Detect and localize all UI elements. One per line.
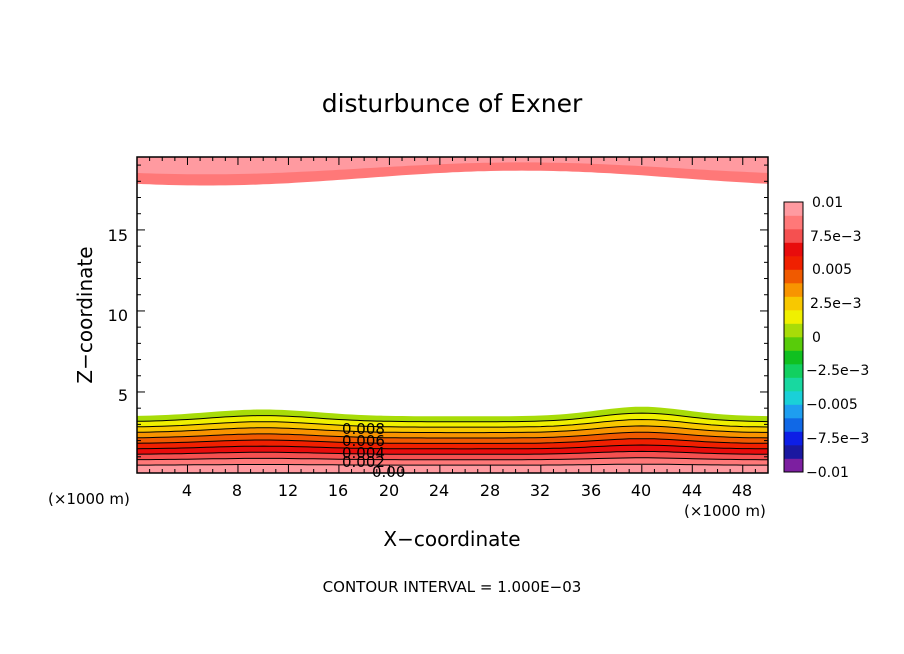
colorbar-swatch [784, 323, 803, 338]
colorbar-swatch [784, 418, 803, 432]
colorbar-swatch [784, 364, 803, 378]
colorbar-label: 2.5e−3 [810, 296, 862, 312]
contour-label: 0.00 [372, 463, 405, 481]
contour-interval-note: CONTOUR INTERVAL = 1.000E−03 [323, 578, 582, 596]
x-tick-label: 48 [732, 481, 752, 500]
x-tick-label: 16 [328, 481, 348, 500]
contour-band [137, 464, 768, 473]
colorbar-label: −2.5e−3 [806, 363, 869, 379]
x-tick-label: 8 [232, 481, 242, 500]
y-axis-label: Z−coordinate [73, 246, 97, 383]
contour-label: 0.008 [342, 420, 385, 438]
colorbar-swatch [784, 242, 803, 257]
colorbar-label: 0.005 [812, 262, 852, 278]
contour-label: 0.002 [342, 453, 385, 471]
contour-line [137, 444, 768, 450]
colorbar-swatch [784, 350, 803, 365]
colorbar-label: 7.5e−3 [810, 229, 862, 245]
colorbar-swatches [784, 202, 803, 473]
x-tick-label: 44 [682, 481, 702, 500]
colorbar-label: 0 [812, 330, 821, 346]
contour-band [137, 157, 768, 175]
colorbar-swatch [784, 445, 803, 459]
y-tick-label: 15 [108, 226, 128, 245]
x-axis: 4 8 12 16 20 24 28 32 36 40 44 48 (×1000… [48, 481, 766, 551]
colorbar-swatch [784, 377, 803, 392]
colorbar-swatch [784, 391, 803, 405]
x-tick-label: 36 [581, 481, 601, 500]
contour-line [137, 450, 768, 455]
y-tick-label: 5 [118, 386, 128, 405]
colorbar-swatch [784, 431, 803, 446]
colorbar-swatch [784, 229, 803, 243]
x-tick-label: 24 [429, 481, 449, 500]
x-tick-label: 12 [278, 481, 298, 500]
y-axis: 5 10 15 Z−coordinate [73, 226, 128, 405]
y-tick-label: 10 [108, 306, 128, 325]
plot-area: 0.008 0.006 0.004 0.002 0.00 [136, 156, 769, 481]
x-tick-label: 32 [530, 481, 550, 500]
x-tick-label: 4 [182, 481, 192, 500]
contour-label: 0.004 [342, 444, 385, 462]
colorbar-swatch [784, 458, 803, 473]
contour-line [137, 418, 768, 428]
colorbar-label: −0.01 [806, 465, 849, 481]
contour-lines [137, 412, 768, 466]
colorbar-label: 0.01 [812, 195, 843, 211]
contour-line [137, 463, 768, 466]
contour-line [137, 425, 768, 434]
colorbar-swatch [784, 202, 803, 216]
contour-label: 0.006 [342, 432, 385, 450]
colorbar-label: −7.5e−3 [806, 431, 869, 447]
x-axis-label: X−coordinate [383, 527, 520, 551]
chart-title: disturbunce of Exner [322, 89, 583, 118]
x-tick-label: 28 [480, 481, 500, 500]
contour-line [137, 457, 768, 461]
colorbar-swatch [784, 215, 803, 230]
x-unit-left: (×1000 m) [48, 490, 130, 508]
colorbar-swatch [784, 256, 803, 270]
colorbar: 0.01 7.5e−3 0.005 2.5e−3 0 −2.5e−3 −0.00… [783, 195, 869, 481]
contour-line [137, 438, 768, 444]
contour-line [137, 412, 768, 423]
colorbar-swatch [784, 404, 803, 419]
contour-labels: 0.008 0.006 0.004 0.002 0.00 [342, 420, 405, 481]
colorbar-swatch [784, 337, 803, 351]
x-tick-label: 40 [631, 481, 651, 500]
contour-line [137, 431, 768, 439]
x-unit-right: (×1000 m) [684, 502, 766, 520]
colorbar-swatch [784, 310, 803, 324]
colorbar-swatch [784, 296, 803, 311]
axis-ticks [137, 157, 768, 473]
colorbar-swatch [784, 269, 803, 284]
colorbar-swatch [784, 283, 803, 297]
colorbar-frame [783, 201, 804, 473]
x-tick-label: 20 [379, 481, 399, 500]
colorbar-label: −0.005 [806, 397, 858, 413]
